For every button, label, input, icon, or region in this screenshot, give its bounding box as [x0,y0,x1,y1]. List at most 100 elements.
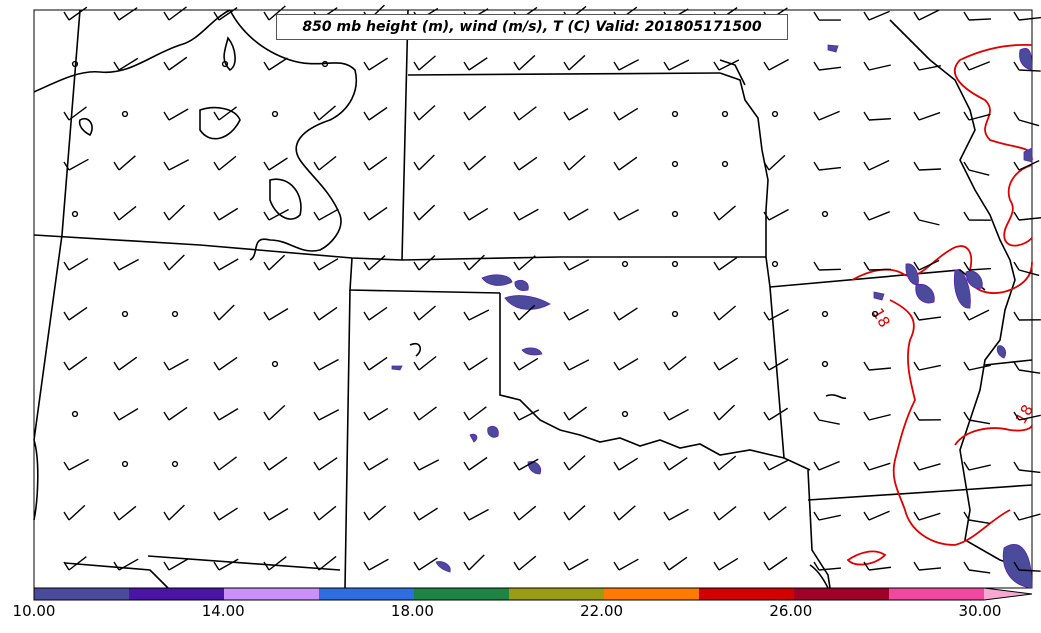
wind-barb-icon [463,155,487,171]
temp-contour-18-north [953,43,1033,161]
calm-wind-icon [621,260,629,268]
colorbar-segment [604,588,700,600]
wind-barb-icon [463,508,489,521]
wind-barb-icon [313,155,337,171]
precip-blob [514,280,529,291]
wind-barb-icon [1013,511,1041,521]
wind-barb-icon [263,508,289,521]
wind-barb-icon [363,156,388,171]
wind-barb-icon [263,456,288,471]
calm-wind-icon [771,260,779,268]
calm-wind-icon [671,160,679,168]
wind-barb-icon [1013,261,1040,277]
border-ut-nv [33,9,81,441]
wind-barb-icon [563,406,588,421]
height-contour-small [409,342,422,357]
wind-barb-icon [563,505,586,521]
wind-barb-icon [213,558,239,571]
wind-barb-icon [113,558,139,571]
wind-barb-icon [163,358,189,371]
wind-barb-icon [863,411,891,421]
colorbar-segment [319,588,415,600]
wind-barb-icon [113,57,139,71]
wind-barb-icon [563,558,589,571]
height-contour-rockies [229,9,357,261]
wind-barb-icon [763,208,789,221]
wind-barb-icon [913,211,940,226]
wind-barb-icon [513,304,536,321]
wind-barb-icon [213,106,237,121]
height-contour-closed-2 [199,106,241,140]
wind-barb-icon [513,458,539,471]
wind-barb-icon [413,305,437,321]
border-co-nm-ks-ok [33,234,766,261]
wind-barb-icon [563,155,586,171]
colorbar-segment [34,588,130,600]
calm-wind-icon [671,310,679,318]
border-co-ks [401,9,409,261]
border-ok-tx-red-river [499,293,785,459]
wind-barb-icon [913,61,941,71]
wind-barb-icon [463,357,488,371]
wind-barb-icon [963,461,991,471]
calm-wind-icon [271,360,279,368]
wind-barb-icon [363,458,389,471]
calm-wind-icon [671,110,679,118]
wind-barb-icon [213,408,239,421]
wind-barb-icon [963,11,992,21]
wind-barb-icon [763,58,789,71]
wind-barb-icon [113,155,136,171]
wind-barb-icon [413,507,438,521]
border-nm-tx-south [147,555,341,571]
precip-blob [487,426,499,438]
wind-barb-icon [313,505,337,521]
wind-barb-icon [663,59,690,71]
precip-blob [915,283,935,304]
wind-barb-icon [213,507,238,521]
wind-barb-icon [413,104,436,121]
wind-barb-icon [313,358,339,371]
wind-barb-icon [413,254,436,271]
wind-barb-icon [663,457,688,471]
wind-barb-icon [863,510,890,521]
wind-barb-icon [613,505,636,521]
wind-barb-icon [263,57,288,71]
wind-barb-icon [263,308,289,321]
temp-contour-closed [846,550,887,566]
border-mississippi [889,19,1031,571]
border-nm-tx-west [344,289,351,589]
precip-areas [391,44,1033,589]
wind-barb-icon [713,404,736,421]
precip-blob [1002,544,1033,589]
border-ok-ar [765,256,811,471]
precip-blob [469,433,478,443]
wind-barb-icon [413,406,437,421]
wind-barb-icon [763,459,790,471]
wind-barb-icon [563,208,589,221]
wind-barb-icon [1013,159,1040,171]
wind-barb-icon [913,9,940,21]
wind-barb-icon [563,259,590,271]
wind-barb-icon [613,156,638,171]
calm-wind-icon [671,260,679,268]
wind-barb-icon [863,61,891,71]
wind-barb-icon [213,304,235,321]
temp-contour-18-south [889,299,1011,546]
height-contour-west-edge [33,439,39,521]
border-mexico [64,562,169,589]
wind-barb-icon [163,504,185,521]
calm-wind-icon [221,60,229,68]
wind-barb-icon [313,457,338,471]
wind-barb-icon [713,205,736,221]
wind-barb-icon [1013,11,1041,21]
wind-barb-icon [563,108,589,121]
temp-contour-18-se [954,424,1033,446]
wind-barb-icon [63,306,88,321]
calm-wind-icon [821,310,829,318]
calm-wind-icon [171,310,179,318]
colorbar-segment [509,588,605,600]
wind-barb-icon [513,156,538,171]
wind-barb-icon [363,106,388,121]
wind-barb-icon [363,558,389,571]
